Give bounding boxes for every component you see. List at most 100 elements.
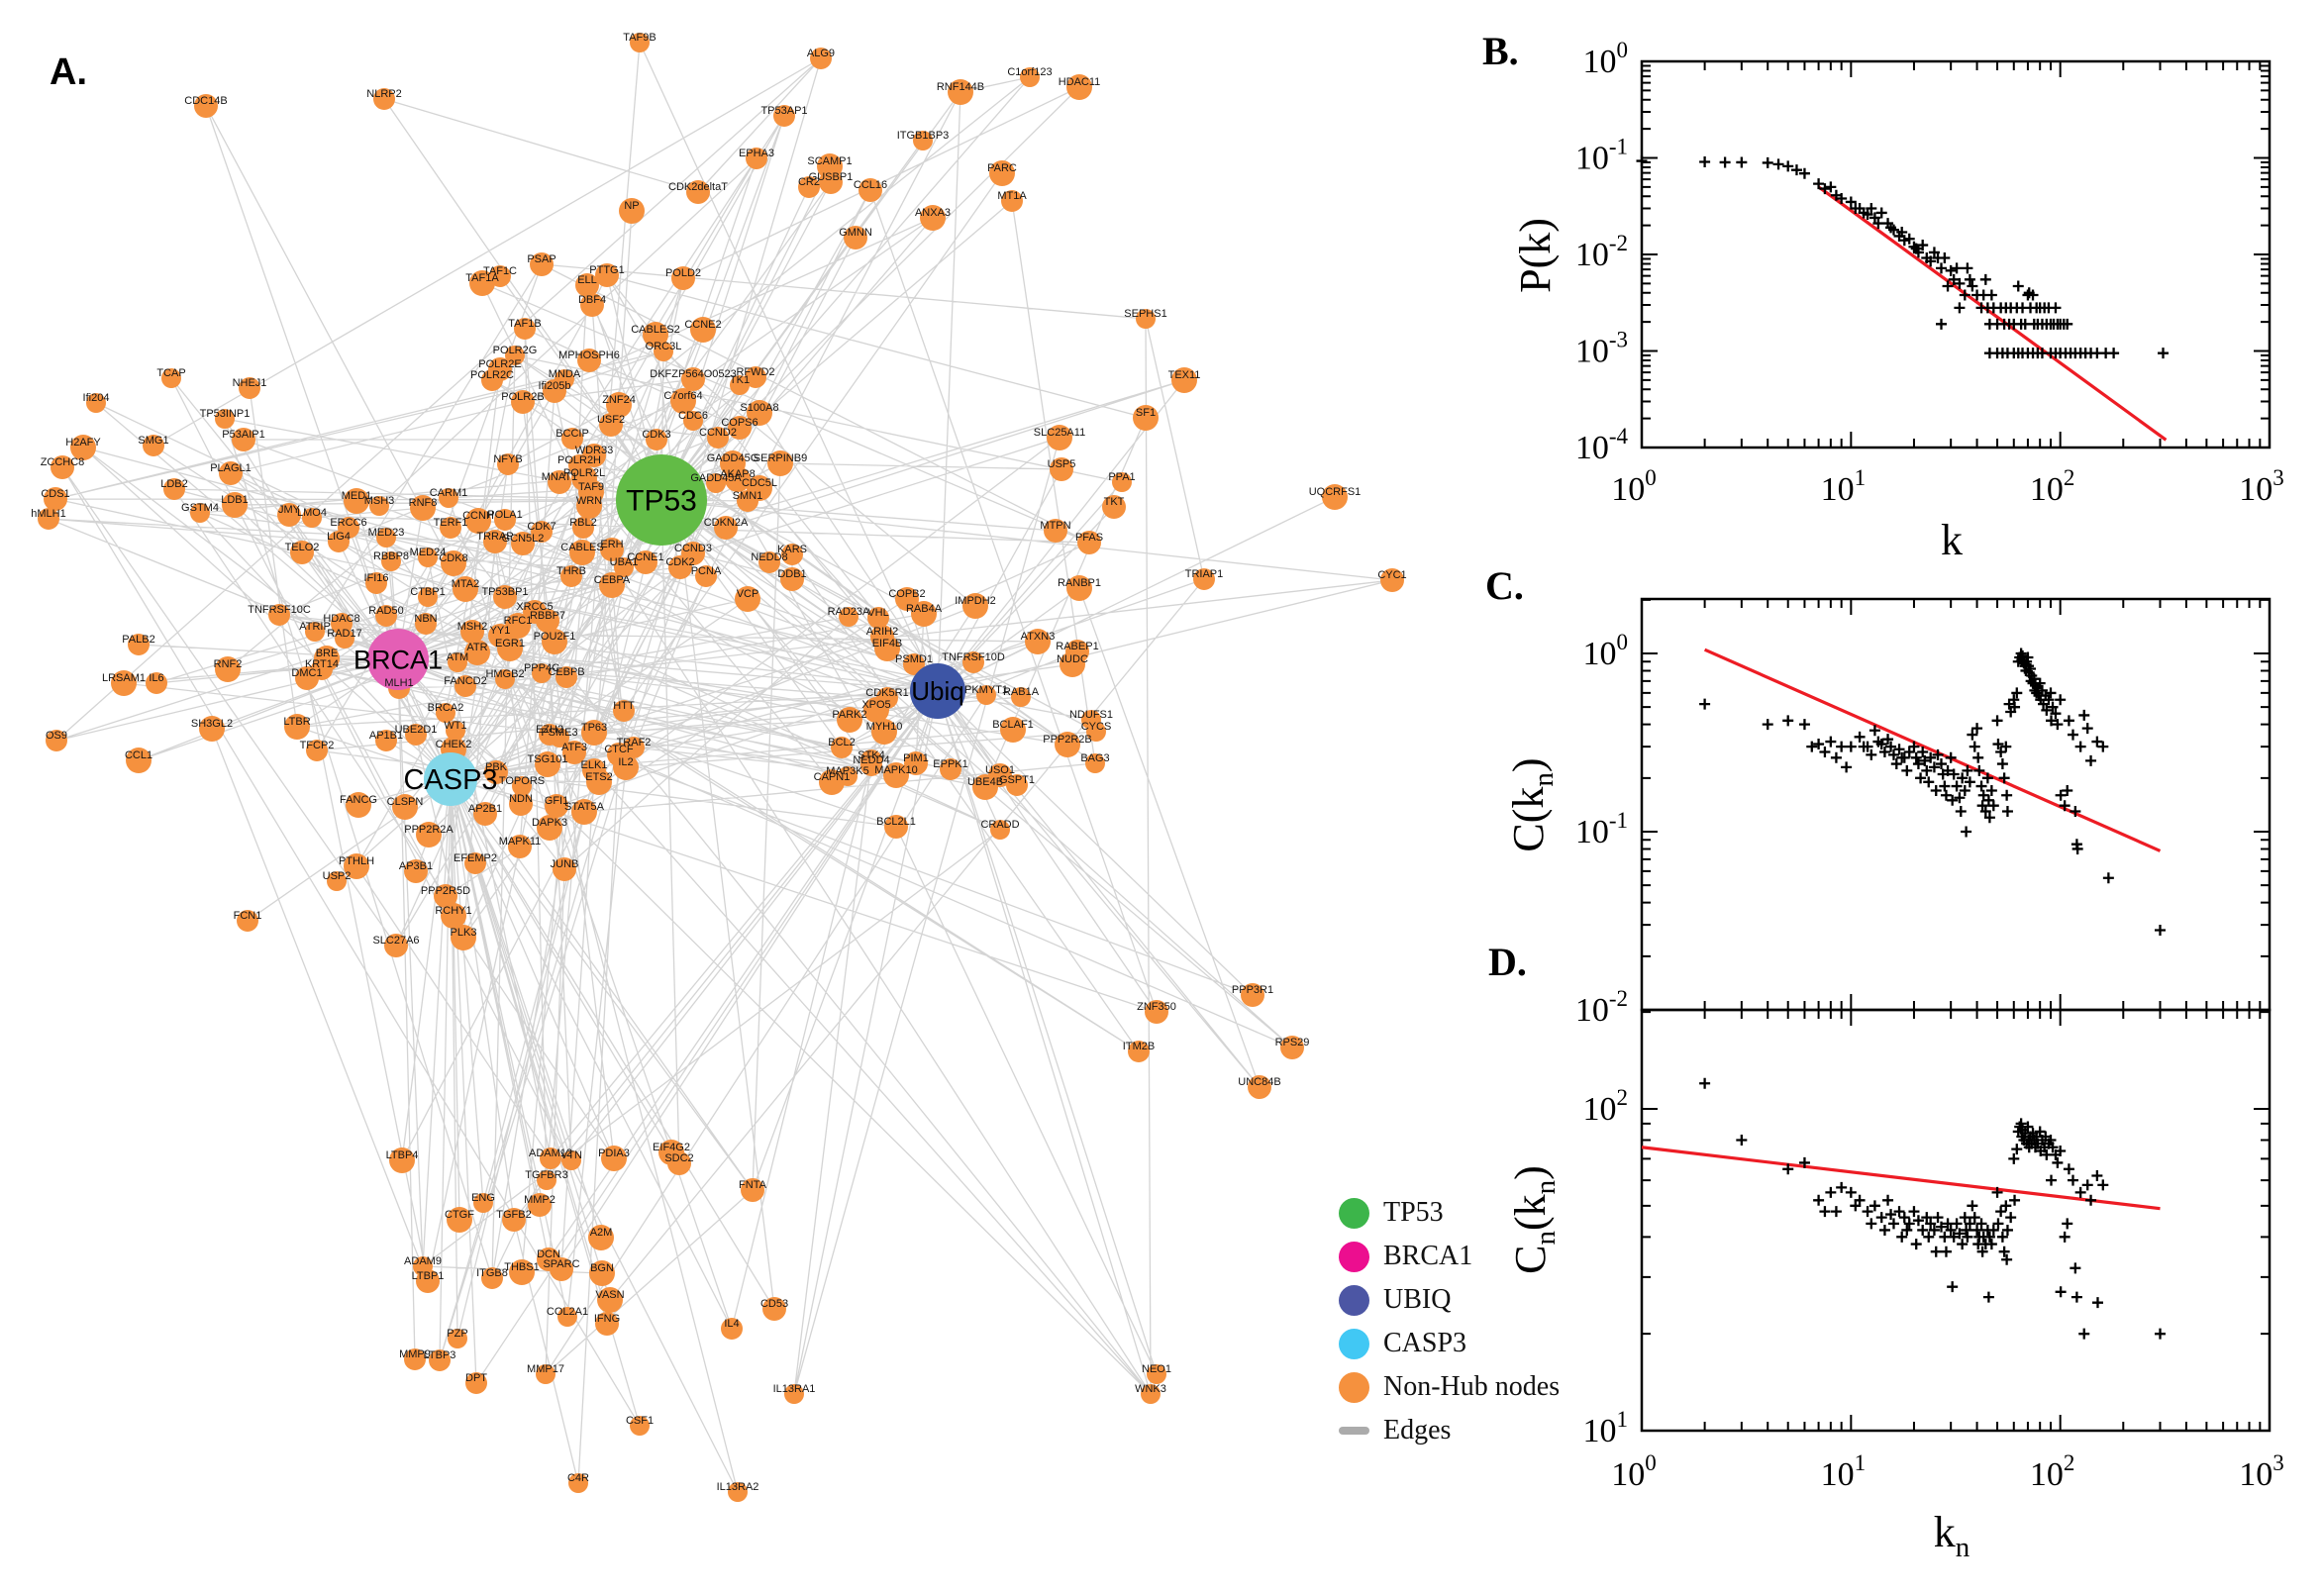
network-node-label: CYC1 <box>1377 569 1406 581</box>
network-node-label: LDB1 <box>221 494 249 506</box>
network-node-label: XPO5 <box>861 699 890 711</box>
network-node-label: CCND3 <box>674 543 712 554</box>
network-node-label: PFAS <box>1075 532 1103 544</box>
network-node <box>86 393 106 413</box>
network-node-label: RAD50 <box>368 605 403 617</box>
network-node-label: H2AFY <box>65 437 101 449</box>
plot-frame <box>1640 1008 2272 1433</box>
network-node-label: NDN <box>509 793 533 805</box>
network-node-label: TGFBR3 <box>525 1169 567 1181</box>
network-node-label: EPHA3 <box>739 148 774 159</box>
network-node <box>327 871 347 891</box>
network-node <box>595 1312 619 1336</box>
network-node-label: PTTG1 <box>589 264 624 276</box>
network-node-label: TNFRSF10C <box>248 604 311 616</box>
network-node <box>683 411 703 431</box>
network-node-label: MNAT1 <box>542 471 577 483</box>
network-node-label: CAPN1 <box>814 771 851 783</box>
network-node-label: YY1 <box>490 625 511 637</box>
network-node <box>600 538 624 561</box>
network-node-label: DBF4 <box>578 294 606 306</box>
network-node <box>725 466 751 492</box>
network-node-label: USF2 <box>597 414 625 426</box>
network-node-label: DKFZP564O0523 <box>650 368 736 380</box>
network-node-label: POLR2B <box>501 391 544 403</box>
network-node <box>441 550 466 576</box>
network-node-label: CCND2 <box>699 427 737 439</box>
network-node-label: LTBP4 <box>386 1149 419 1161</box>
network-node-label: CDC5L <box>742 477 777 489</box>
network-node-label: BCLAF1 <box>992 719 1034 731</box>
legend-item-nonhub: Non-Hub nodes <box>1339 1365 1596 1409</box>
network-node <box>989 160 1015 186</box>
network-node-label: GSPT1 <box>999 774 1035 786</box>
network-node-label: TAF9 <box>578 481 604 493</box>
network-node <box>1147 1364 1166 1384</box>
network-node <box>670 388 696 414</box>
network-node <box>920 205 946 231</box>
network-node <box>509 792 533 816</box>
network-nodes <box>38 33 1404 1502</box>
network-node <box>1020 67 1040 87</box>
network-node <box>331 613 353 635</box>
network-node <box>469 270 495 296</box>
network-node-label: WDR33 <box>575 445 614 456</box>
network-node-label: PBK <box>485 761 508 773</box>
network-node-label: SMN1 <box>733 490 763 502</box>
data-points <box>1699 1077 2166 1340</box>
network-node <box>1380 568 1404 592</box>
legend-label: Non-Hub nodes <box>1383 1371 1561 1402</box>
network-node <box>557 1307 577 1327</box>
network-node <box>884 815 908 839</box>
legend-swatch-tp53 <box>1339 1197 1369 1229</box>
network-node <box>505 346 525 365</box>
network-node <box>543 379 566 403</box>
network-node <box>745 366 766 388</box>
network-node-label: TRRAP <box>476 531 513 543</box>
network-node <box>990 820 1010 840</box>
network-node-label: MMP2 <box>524 1194 556 1206</box>
network-node-label: WRN <box>576 495 602 507</box>
network-hub-label-CASP3: CASP3 <box>403 764 497 796</box>
network-node-label: CEBPB <box>548 666 584 678</box>
network-node-label: TP53AP1 <box>760 105 807 117</box>
network-node <box>863 697 889 723</box>
network-node-label: MED1 <box>342 490 372 502</box>
network-node <box>454 675 476 697</box>
network-node-label: GUSBP1 <box>809 171 854 183</box>
network-node <box>581 720 607 746</box>
network-node-label: LTBP1 <box>412 1270 445 1282</box>
network-node <box>758 551 780 573</box>
network-node-label: ZNF24 <box>602 394 636 406</box>
network-node <box>911 601 937 627</box>
network-node-label: RAD17 <box>327 628 361 640</box>
network-node <box>237 910 258 932</box>
network-node <box>837 707 862 733</box>
y-tick-label: 101 <box>1583 1407 1629 1449</box>
network-node-label: MSH3 <box>364 495 395 507</box>
network-node-label: PALB2 <box>122 634 154 646</box>
network-node <box>913 131 933 150</box>
network-node-label: TAF1B <box>508 318 541 330</box>
y-tick-label: 10-1 <box>1575 135 1628 177</box>
network-node-label: IL13RA2 <box>717 1481 759 1493</box>
network-node <box>440 517 461 539</box>
network-node <box>575 273 599 297</box>
network-node-label: CD53 <box>760 1298 788 1310</box>
legend-swatch-ubiq <box>1339 1284 1369 1316</box>
network-node-label: NEO1 <box>1142 1363 1171 1375</box>
network-node <box>746 148 767 169</box>
network-node-label: SEPHS1 <box>1124 308 1166 320</box>
network-node-label: UBA1 <box>610 556 639 568</box>
network-node <box>1145 1000 1168 1024</box>
network-node-label: MED24 <box>410 547 447 558</box>
legend-swatch-edges <box>1339 1427 1369 1435</box>
network-node <box>511 532 535 555</box>
network-node-label: TNFRSF10D <box>942 651 1005 663</box>
network-node <box>532 663 552 683</box>
network-node-label: POLA1 <box>487 509 522 521</box>
network-node-label: ATRIP <box>299 621 331 633</box>
network-node <box>572 517 594 539</box>
